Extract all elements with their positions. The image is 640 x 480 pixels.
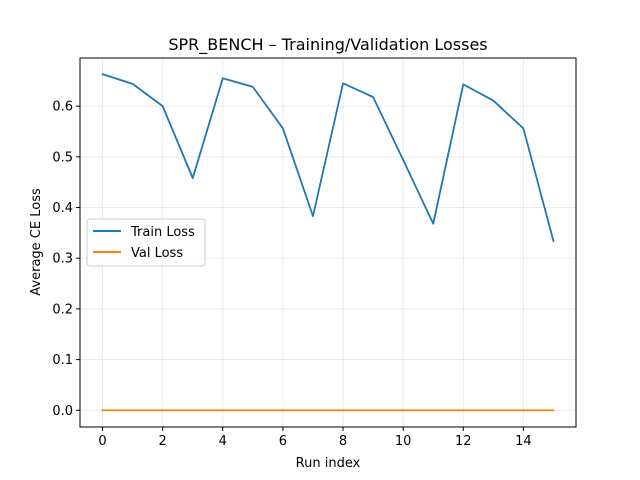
y-tick-label: 0.4: [52, 201, 73, 216]
y-tick-label: 0.2: [52, 302, 73, 317]
x-tick-label: 0: [98, 434, 106, 449]
y-tick-label: 0.1: [52, 353, 73, 368]
y-axis-label: Average CE Loss: [29, 188, 44, 296]
y-tick-label: 0.3: [52, 252, 73, 267]
x-tick-label: 14: [515, 434, 532, 449]
legend-label-val: Val Loss: [131, 246, 183, 261]
x-axis-label: Run index: [296, 456, 361, 471]
x-tick-label: 8: [339, 434, 347, 449]
y-tick-label: 0.5: [52, 150, 73, 165]
x-ticks: 0 2 4 6 8 10 12 14: [98, 427, 532, 449]
x-tick-label: 10: [395, 434, 412, 449]
x-tick-label: 4: [219, 434, 227, 449]
series-line-train: [101, 73, 555, 243]
y-ticks: 0.0 0.1 0.2 0.3 0.4 0.5 0.6: [52, 100, 80, 419]
series-layer: [101, 73, 555, 412]
plot-frame: [79, 57, 577, 428]
legend: Train Loss Val Loss: [86, 218, 206, 267]
chart-title: SPR_BENCH – Training/Validation Losses: [168, 35, 487, 55]
y-tick-label: 0.6: [52, 100, 73, 115]
x-tick-label: 12: [455, 434, 472, 449]
x-tick-label: 6: [279, 434, 287, 449]
x-tick-label: 2: [159, 434, 167, 449]
y-tick-label: 0.0: [52, 404, 73, 419]
legend-label-train: Train Loss: [130, 225, 195, 240]
